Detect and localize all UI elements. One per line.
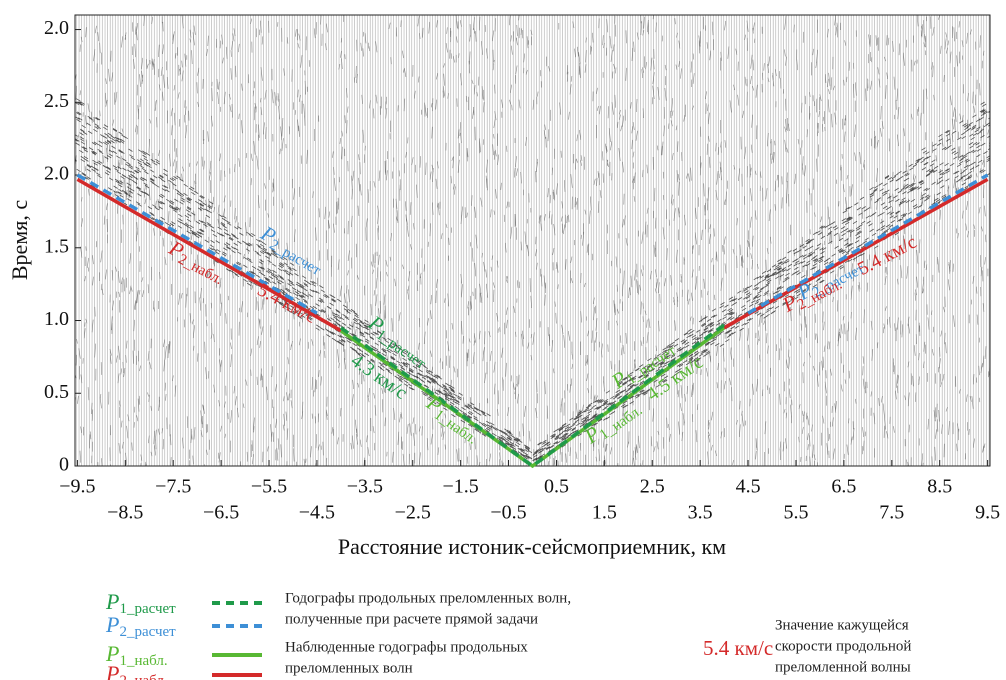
x-tick-label: −1.5 [443, 476, 479, 498]
y-axis-title: Время, с [7, 200, 32, 280]
x-tick-label: −9.5 [59, 476, 95, 498]
legend-text: Наблюденные годографы продольных [285, 639, 528, 655]
legend-name: P [105, 589, 119, 614]
chart: Расстояние истоник-сейсмоприемник, км Вр… [0, 0, 1006, 680]
y-tick-label: 0 [59, 454, 69, 476]
x-tick-label: −0.5 [490, 502, 526, 524]
x-tick-label: 7.5 [879, 502, 904, 524]
y-tick-label: 2.0 [44, 17, 69, 39]
x-tick-label: −7.5 [155, 476, 191, 498]
x-tick-label: 4.5 [736, 476, 761, 498]
y-tick-label: 2.0 [44, 163, 69, 185]
x-tick-label: −6.5 [203, 502, 239, 524]
x-tick-label: −3.5 [347, 476, 383, 498]
legend-sub: 1_набл. [119, 653, 167, 669]
legend-name: P [105, 661, 119, 680]
x-tick-label: 3.5 [688, 502, 713, 524]
legend-sub: 2_расчет [119, 624, 176, 640]
legend-text: Годографы продольных преломленных волн, [285, 590, 571, 606]
y-tick-label: 2.5 [44, 90, 69, 112]
legend-name: P [105, 612, 119, 637]
legend-text: преломленной волны [775, 659, 911, 675]
y-tick-label: 1.5 [44, 235, 69, 257]
legend-text: скорости продольной [775, 638, 911, 654]
legend-text: Значение кажущейся [775, 617, 909, 633]
x-tick-label: 0.5 [544, 476, 569, 498]
legend-sub: 1_расчет [119, 601, 176, 617]
x-tick-label: −2.5 [395, 502, 431, 524]
legend-velocity: 5.4 км/с [703, 636, 773, 660]
x-tick-label: 5.5 [783, 502, 808, 524]
x-tick-label: −5.5 [251, 476, 287, 498]
x-axis-title: Расстояние истоник-сейсмоприемник, км [338, 534, 726, 559]
legend-sub: 2_набл. [119, 673, 167, 680]
y-tick-label: 0.5 [44, 381, 69, 403]
x-tick-label: −4.5 [299, 502, 335, 524]
plot-area [71, 15, 994, 477]
x-tick-label: 1.5 [592, 502, 617, 524]
x-tick-label: −8.5 [107, 502, 143, 524]
legend-text: преломленных волн [285, 660, 413, 676]
x-tick-label: 8.5 [927, 476, 952, 498]
x-tick-label: 6.5 [831, 476, 856, 498]
x-tick-label: 9.5 [975, 502, 1000, 524]
x-tick-label: 2.5 [640, 476, 665, 498]
legend-text: полученные при расчете прямой задачи [285, 611, 538, 627]
y-tick-label: 1.0 [44, 308, 69, 330]
